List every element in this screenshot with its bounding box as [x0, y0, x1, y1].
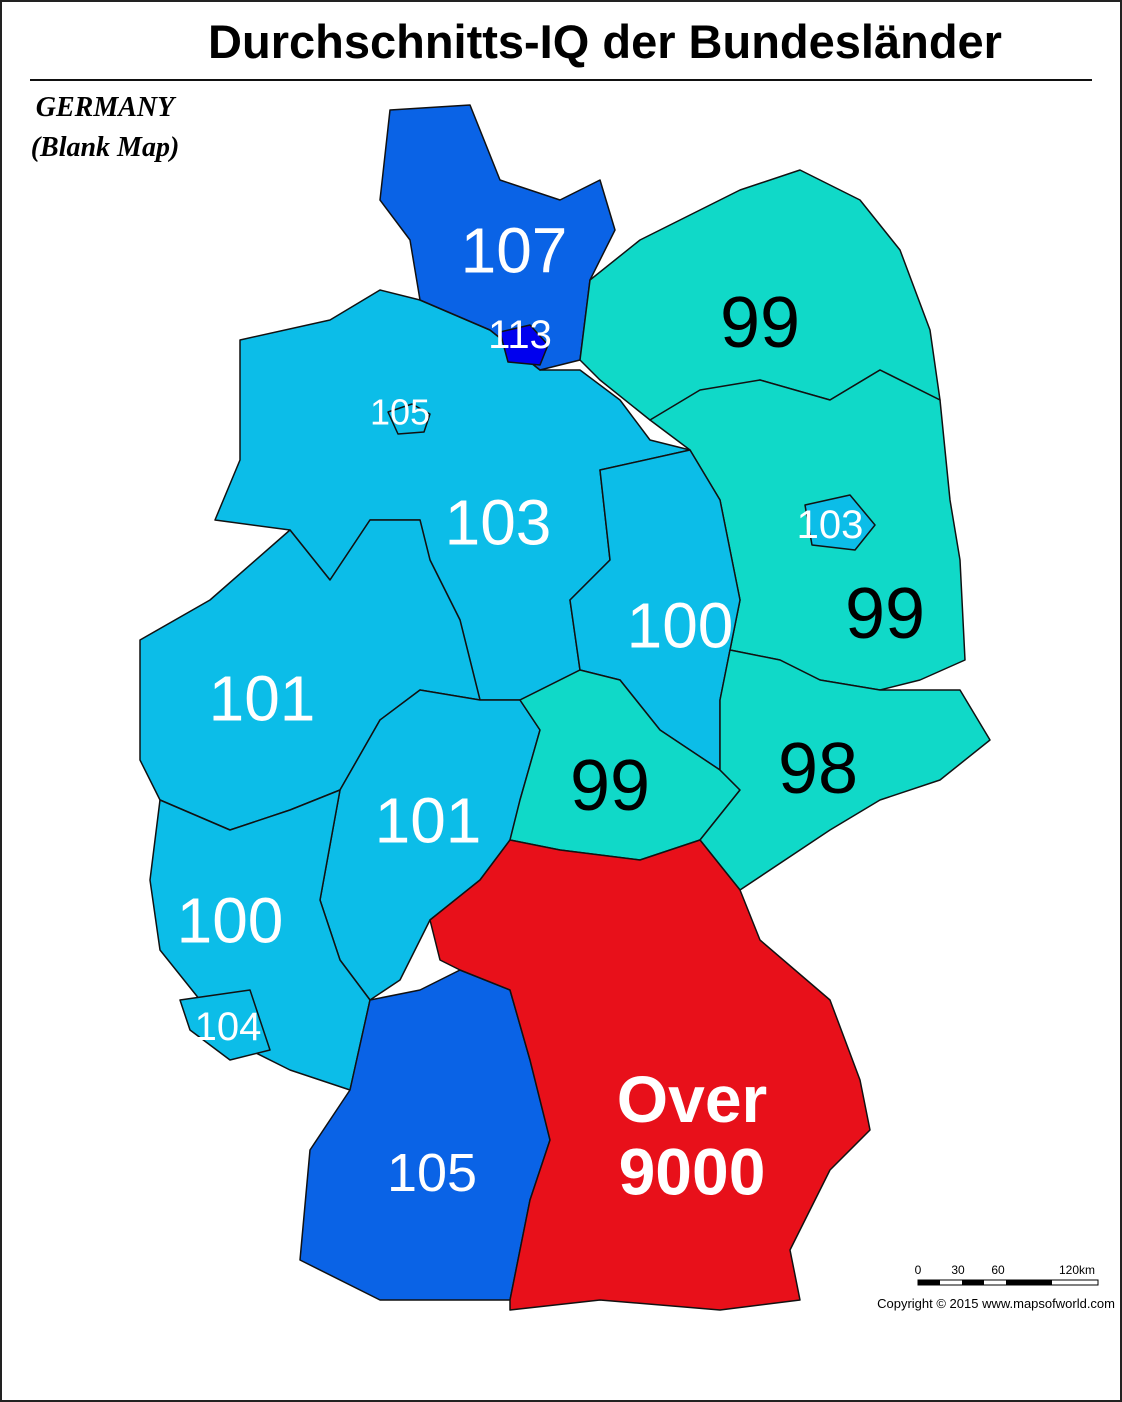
- scale-segment: [962, 1280, 984, 1285]
- scale-label: 60: [991, 1263, 1005, 1277]
- region-label: 104: [195, 1005, 262, 1049]
- region-label: 107: [461, 214, 568, 286]
- scale-segment: [918, 1280, 940, 1285]
- region-label: Over: [617, 1062, 767, 1136]
- copyright: Copyright © 2015 www.mapsofworld.com: [877, 1296, 1115, 1311]
- region-label: 100: [177, 884, 284, 956]
- region: [429, 839, 871, 1311]
- region: [387, 403, 431, 435]
- region-label: 9000: [619, 1134, 766, 1208]
- region: [804, 494, 876, 551]
- scale-label: 30: [951, 1263, 965, 1277]
- scale-bar: 0 30 60 120km: [915, 1263, 1099, 1286]
- region-label: 100: [627, 589, 734, 661]
- region-label: 99: [720, 283, 800, 363]
- region-label: 103: [445, 486, 552, 558]
- region-label: 101: [375, 784, 482, 856]
- region: [179, 989, 271, 1061]
- region-label: 99: [570, 746, 650, 826]
- caption: GERMANY: [36, 92, 177, 123]
- title: Durchschnitts-IQ der Bundesländer: [208, 15, 1002, 68]
- scale-label: 120km: [1059, 1263, 1095, 1277]
- region-label: 103: [797, 503, 864, 547]
- scale-segment: [1006, 1280, 1052, 1285]
- labels: 103 105 107 113 99 99 103 100 101 101 99 98 100 104 10…: [177, 214, 925, 1208]
- region-label: 101: [209, 662, 316, 734]
- region-label: 105: [387, 1143, 477, 1203]
- scale-label: 0: [915, 1263, 922, 1277]
- region-label: 98: [778, 729, 858, 809]
- region: [499, 324, 549, 366]
- caption: (Blank Map): [31, 132, 180, 163]
- region-label: 105: [370, 392, 430, 433]
- region-label: 113: [488, 313, 552, 357]
- region-label: 99: [845, 574, 925, 654]
- regions: [139, 104, 991, 1311]
